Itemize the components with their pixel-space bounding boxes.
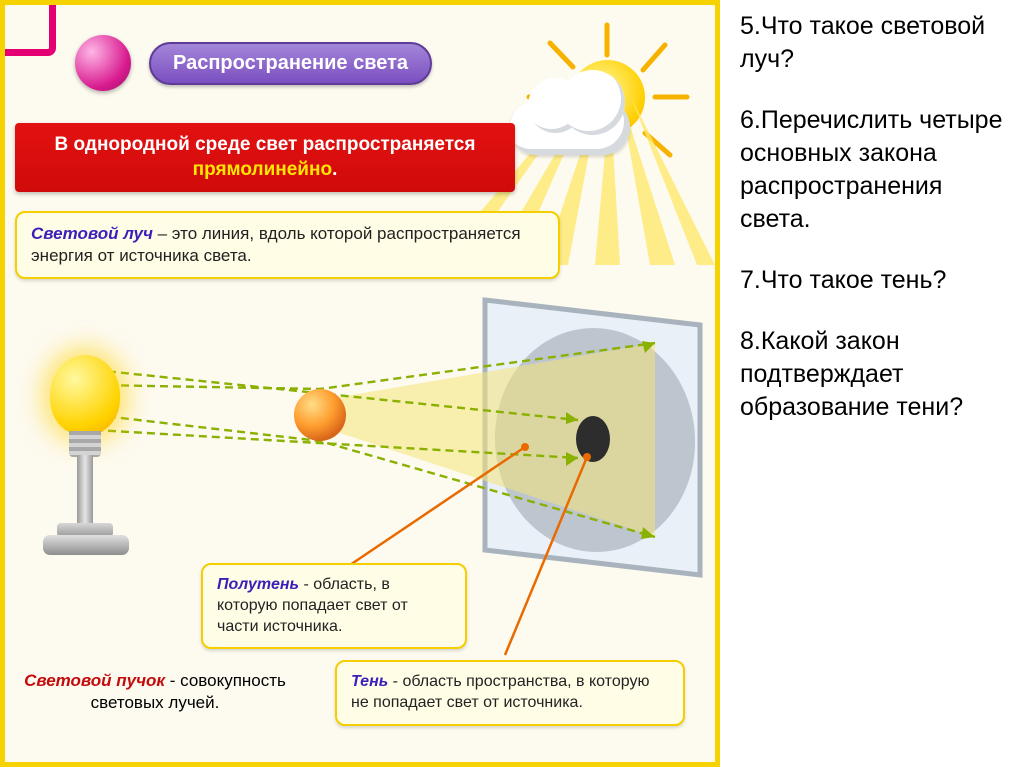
question-7: 7.Что такое тень?: [740, 264, 1014, 297]
section-orb-icon: [75, 35, 131, 91]
term-shadow: Тень: [351, 673, 388, 690]
question-6: 6.Перечислить четыре основных закона рас…: [740, 104, 1014, 236]
header-row: Распространение света: [75, 35, 432, 91]
banner-highlight: прямолинейно: [193, 159, 332, 180]
question-5: 5.Что такое световой луч?: [740, 10, 1014, 76]
cloud-icon: [510, 100, 630, 155]
definition-beam: Световой пучок - совокупность световых л…: [15, 670, 295, 714]
definition-penumbra: Полутень - область, в которую попадает с…: [201, 563, 467, 649]
term-ray: Световой луч: [31, 224, 153, 243]
questions-block: 5.Что такое световой луч? 6.Перечислить …: [740, 10, 1014, 452]
definition-ray: Световой луч – это линия, вдоль которой …: [15, 211, 560, 279]
term-penumbra: Полутень: [217, 576, 299, 593]
banner-prefix: В однородной среде свет распространяется: [55, 134, 476, 155]
question-8: 8.Какой закон подтверждает образование т…: [740, 325, 1014, 424]
law-banner: В однородной среде свет распространяется…: [15, 123, 515, 192]
light-bulb-icon: [45, 355, 125, 585]
term-beam: Световой пучок: [24, 671, 165, 690]
section-title: Распространение света: [149, 42, 432, 85]
definition-shadow: Тень - область пространства, в которую н…: [335, 660, 685, 726]
corner-accent: [1, 1, 56, 56]
infographic-panel: Распространение света В однородно: [0, 0, 720, 767]
text-shadow: - область пространства, в которую не поп…: [351, 673, 649, 711]
banner-suffix: .: [332, 159, 337, 180]
